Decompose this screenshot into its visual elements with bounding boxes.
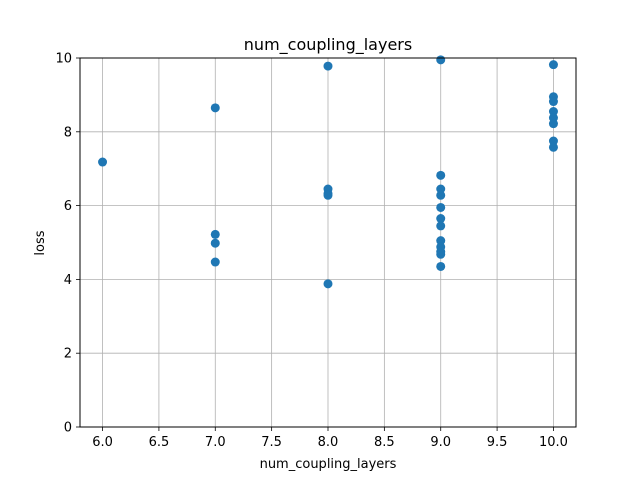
data-point: [436, 261, 446, 271]
data-point: [548, 136, 558, 146]
data-point: [436, 221, 446, 231]
x-tick-label: 7.0: [205, 435, 226, 450]
axis-ticks: 6.0 6.5 7.0 7.5 8.0 8.5 9.0 9.5 10.0 0 2 4 6 8 10: [55, 52, 567, 451]
data-point: [436, 170, 446, 180]
y-tick-label: 8: [64, 125, 72, 140]
data-point: [210, 103, 220, 113]
data-point: [210, 229, 220, 239]
data-point: [548, 60, 558, 70]
x-axis-title: num_coupling_layers: [260, 457, 397, 472]
data-point: [323, 190, 333, 200]
data-point: [323, 279, 333, 289]
data-point: [323, 61, 333, 71]
data-points: [98, 55, 558, 289]
grid: [80, 57, 576, 428]
data-point: [548, 142, 558, 152]
y-tick-label: 10: [55, 52, 72, 67]
data-point: [436, 184, 446, 194]
data-point: [436, 249, 446, 259]
data-point: [98, 157, 108, 167]
data-point: [548, 97, 558, 107]
y-tick-label: 2: [64, 347, 72, 362]
data-point: [548, 119, 558, 129]
x-tick-label: 8.0: [318, 435, 339, 450]
y-axis-title: loss: [33, 230, 48, 255]
y-tick-label: 0: [64, 421, 72, 436]
x-tick-label: 10.0: [539, 435, 568, 450]
y-tick-label: 4: [64, 273, 72, 288]
chart-title: num_coupling_layers: [244, 35, 412, 55]
data-point: [436, 190, 446, 200]
data-point: [436, 55, 446, 65]
x-tick-label: 9.5: [487, 435, 508, 450]
data-point: [436, 202, 446, 212]
x-tick-label: 7.5: [261, 435, 282, 450]
x-tick-label: 6.0: [92, 435, 113, 450]
x-tick-label: 9.0: [430, 435, 451, 450]
data-point: [210, 238, 220, 248]
data-point: [436, 214, 446, 224]
data-point: [436, 236, 446, 246]
data-point: [548, 107, 558, 117]
data-point: [210, 257, 220, 267]
x-tick-label: 6.5: [149, 435, 170, 450]
y-tick-label: 6: [64, 199, 72, 214]
x-tick-label: 8.5: [374, 435, 395, 450]
